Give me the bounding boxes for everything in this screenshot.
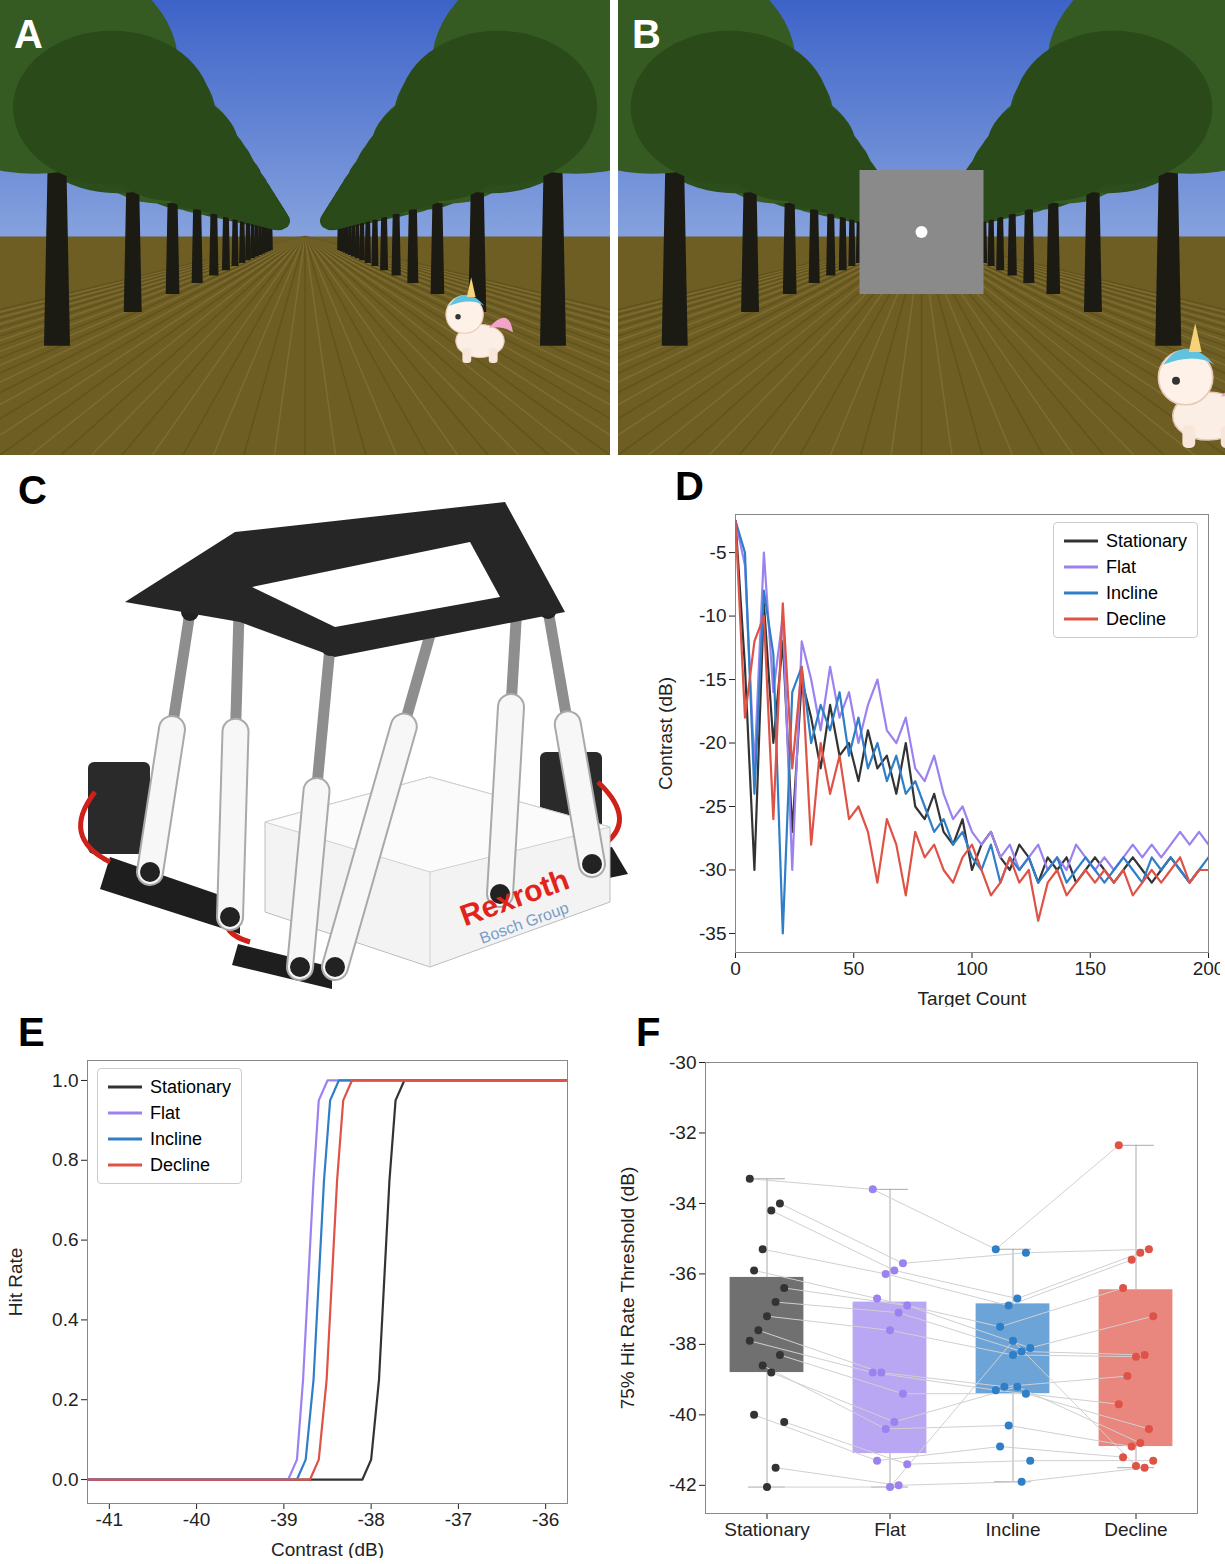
html-text:Stationary: Stationary bbox=[150, 1076, 231, 1097]
svg-text:Target Count: Target Count bbox=[918, 988, 1028, 1008]
svg-text:-20: -20 bbox=[699, 732, 726, 753]
svg-text:Hit Rate: Hit Rate bbox=[5, 1248, 26, 1317]
svg-text:-35: -35 bbox=[699, 923, 726, 944]
svg-text:Bosch Group: Bosch Group bbox=[477, 899, 571, 947]
html-text:A: A bbox=[14, 12, 43, 56]
svg-text:-5: -5 bbox=[710, 542, 727, 563]
html-text:Incline: Incline bbox=[150, 1128, 202, 1149]
svg-text:50: 50 bbox=[843, 958, 864, 979]
html-text:Flat: Flat bbox=[1106, 556, 1136, 577]
svg-text:-30: -30 bbox=[699, 859, 726, 880]
svg-text:-36: -36 bbox=[532, 1509, 559, 1530]
svg-text:-38: -38 bbox=[357, 1509, 384, 1530]
svg-text:1.0: 1.0 bbox=[52, 1070, 78, 1091]
svg-text:-25: -25 bbox=[699, 796, 726, 817]
svg-text:Incline: Incline bbox=[986, 1519, 1041, 1540]
svg-text:-36: -36 bbox=[669, 1263, 696, 1284]
svg-text:-30: -30 bbox=[669, 1052, 696, 1073]
html-text:C: C bbox=[18, 468, 47, 512]
svg-text:75% Hit Rate Threshold (dB): 75% Hit Rate Threshold (dB) bbox=[617, 1167, 638, 1410]
svg-text:150: 150 bbox=[1074, 958, 1106, 979]
svg-text:-10: -10 bbox=[699, 605, 726, 626]
svg-text:Rexroth: Rexroth bbox=[455, 862, 574, 932]
svg-text:-15: -15 bbox=[699, 669, 726, 690]
svg-text:-40: -40 bbox=[669, 1404, 696, 1425]
svg-text:-37: -37 bbox=[445, 1509, 472, 1530]
html-text:Decline: Decline bbox=[150, 1154, 210, 1175]
html-text:E: E bbox=[18, 1010, 45, 1054]
svg-text:200: 200 bbox=[1193, 958, 1220, 979]
html-text:D: D bbox=[675, 464, 704, 508]
html-text:B: B bbox=[632, 12, 661, 56]
svg-text:0: 0 bbox=[730, 958, 741, 979]
svg-text:-38: -38 bbox=[669, 1333, 696, 1354]
svg-text:-42: -42 bbox=[669, 1474, 696, 1495]
svg-text:Stationary: Stationary bbox=[724, 1519, 810, 1540]
html-text:Incline: Incline bbox=[1106, 582, 1158, 603]
svg-text:0.4: 0.4 bbox=[52, 1309, 79, 1330]
svg-text:0.2: 0.2 bbox=[52, 1389, 78, 1410]
svg-text:0.0: 0.0 bbox=[52, 1469, 78, 1490]
html-text:Flat: Flat bbox=[150, 1102, 180, 1123]
svg-text:-40: -40 bbox=[183, 1509, 210, 1530]
svg-text:Decline: Decline bbox=[1104, 1519, 1167, 1540]
svg-text:Contrast (dB): Contrast (dB) bbox=[271, 1539, 384, 1559]
html-text:F: F bbox=[636, 1010, 661, 1054]
svg-text:-32: -32 bbox=[669, 1122, 696, 1143]
svg-text:0.8: 0.8 bbox=[52, 1149, 78, 1170]
svg-text:Flat: Flat bbox=[874, 1519, 906, 1540]
svg-text:Contrast (dB): Contrast (dB) bbox=[655, 677, 676, 790]
svg-text:-39: -39 bbox=[270, 1509, 297, 1530]
svg-text:0.6: 0.6 bbox=[52, 1229, 78, 1250]
svg-text:-41: -41 bbox=[96, 1509, 123, 1530]
svg-text:-34: -34 bbox=[669, 1193, 697, 1214]
html-text:Decline: Decline bbox=[1106, 608, 1166, 629]
svg-text:100: 100 bbox=[956, 958, 988, 979]
html-text:Stationary: Stationary bbox=[1106, 530, 1187, 551]
